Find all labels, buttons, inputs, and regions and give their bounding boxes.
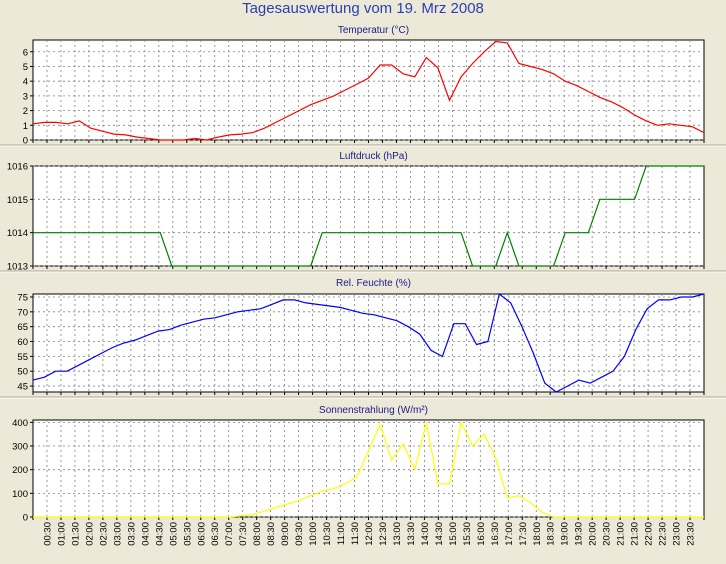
x-tick-label: 18:00 — [532, 522, 543, 546]
x-tick-label: 17:00 — [504, 522, 515, 546]
chart-panel-2: 45 50 55 60 65 70 75 Rel. Feuchte (%) — [0, 278, 726, 399]
x-tick-label: 23:30 — [686, 522, 697, 546]
x-tick-label: 04:00 — [140, 522, 151, 546]
x-tick-label: 16:30 — [490, 522, 501, 546]
x-tick-label: 13:00 — [392, 522, 403, 546]
x-tick-label: 10:30 — [322, 522, 333, 546]
x-tick-label: 04:30 — [154, 522, 165, 546]
x-tick-label: 19:00 — [560, 522, 571, 546]
page-title: Tagesauswertung vom 19. Mrz 2008 — [242, 0, 484, 17]
chart-panel-3: 0 100 200 300 400 Sonnenstrahlung (W/m²) — [12, 405, 705, 524]
series-line — [32, 40, 705, 141]
y-tick-label: 55 — [17, 352, 28, 363]
y-tick-label: 5 — [23, 62, 28, 73]
y-tick-label: 1014 — [7, 228, 28, 239]
y-tick-label: 2 — [23, 106, 28, 117]
x-tick-label: 21:30 — [630, 522, 641, 546]
x-tick-label: 10:00 — [308, 522, 319, 546]
panel-title: Luftdruck (hPa) — [339, 151, 407, 162]
x-tick-label: 08:30 — [266, 522, 277, 546]
x-tick-label: 09:00 — [280, 522, 291, 546]
x-tick-label: 00:30 — [42, 522, 53, 546]
panel-title: Sonnenstrahlung (W/m²) — [319, 405, 428, 416]
y-tick-label: 4 — [23, 77, 28, 88]
y-tick-label: 400 — [12, 418, 28, 429]
y-tick-label: 100 — [12, 489, 28, 500]
x-tick-label: 18:30 — [546, 522, 557, 546]
x-tick-label: 02:00 — [84, 522, 95, 546]
y-tick-label: 50 — [17, 367, 28, 378]
y-tick-label: 65 — [17, 322, 28, 333]
x-tick-label: 03:30 — [126, 522, 137, 546]
y-tick-label: 70 — [17, 307, 28, 318]
y-tick-label: 6 — [23, 47, 28, 58]
x-tick-label: 19:30 — [574, 522, 585, 546]
y-tick-label: 300 — [12, 442, 28, 453]
panel-title: Temperatur (°C) — [338, 25, 409, 36]
x-tick-label: 08:00 — [252, 522, 263, 546]
y-tick-label: 0 — [23, 513, 28, 524]
x-tick-label: 12:00 — [364, 522, 375, 546]
x-tick-label: 11:00 — [336, 522, 347, 545]
x-tick-label: 20:00 — [588, 522, 599, 546]
x-tick-label: 23:00 — [672, 522, 683, 546]
x-tick-label: 09:30 — [294, 522, 305, 546]
y-tick-label: 3 — [23, 91, 28, 102]
x-tick-label: 22:30 — [658, 522, 669, 546]
series-line — [33, 420, 704, 518]
x-tick-label: 02:30 — [98, 522, 109, 546]
y-tick-label: 60 — [17, 337, 28, 348]
x-tick-label: 17:30 — [518, 522, 529, 546]
chart-panel-0: 0 1 2 3 4 5 6 Temperatur (°C) — [0, 25, 726, 147]
x-tick-label: 01:00 — [56, 522, 67, 546]
plot-area — [32, 293, 705, 393]
x-tick-label: 14:30 — [434, 522, 445, 546]
panel-title: Rel. Feuchte (%) — [336, 278, 411, 289]
y-tick-label: 0 — [23, 136, 28, 147]
x-tick-label: 07:00 — [224, 522, 235, 546]
y-tick-label: 75 — [17, 292, 28, 303]
x-tick-label: 16:00 — [476, 522, 487, 546]
y-tick-label: 1 — [23, 121, 28, 132]
x-tick-label: 20:30 — [602, 522, 613, 546]
plot-area — [32, 419, 705, 518]
x-tick-label: 14:00 — [420, 522, 431, 546]
x-tick-label: 01:30 — [70, 522, 81, 546]
x-tick-label: 07:30 — [238, 522, 249, 546]
series-line — [32, 292, 705, 393]
x-tick-label: 22:00 — [644, 522, 655, 546]
x-tick-label: 03:00 — [112, 522, 123, 546]
x-tick-label: 21:00 — [616, 522, 627, 546]
x-tick-label: 05:00 — [168, 522, 179, 546]
x-tick-label: 06:00 — [196, 522, 207, 546]
chart-panel-1: 1013 1014 1015 1016 Luftdruck (hPa) — [0, 151, 726, 273]
y-tick-label: 200 — [12, 465, 28, 476]
x-tick-label: 11:30 — [350, 522, 361, 545]
y-tick-label: 1013 — [7, 262, 28, 273]
y-tick-label: 1015 — [7, 195, 28, 206]
x-tick-label: 15:30 — [462, 522, 473, 546]
series-line — [33, 165, 704, 267]
y-tick-label: 45 — [17, 382, 28, 393]
y-tick-label: 1016 — [7, 162, 28, 173]
x-tick-label: 06:30 — [210, 522, 221, 546]
x-tick-label: 05:30 — [182, 522, 193, 546]
x-tick-label: 13:30 — [406, 522, 417, 546]
x-tick-label: 15:00 — [448, 522, 459, 546]
x-tick-label: 12:30 — [378, 522, 389, 546]
